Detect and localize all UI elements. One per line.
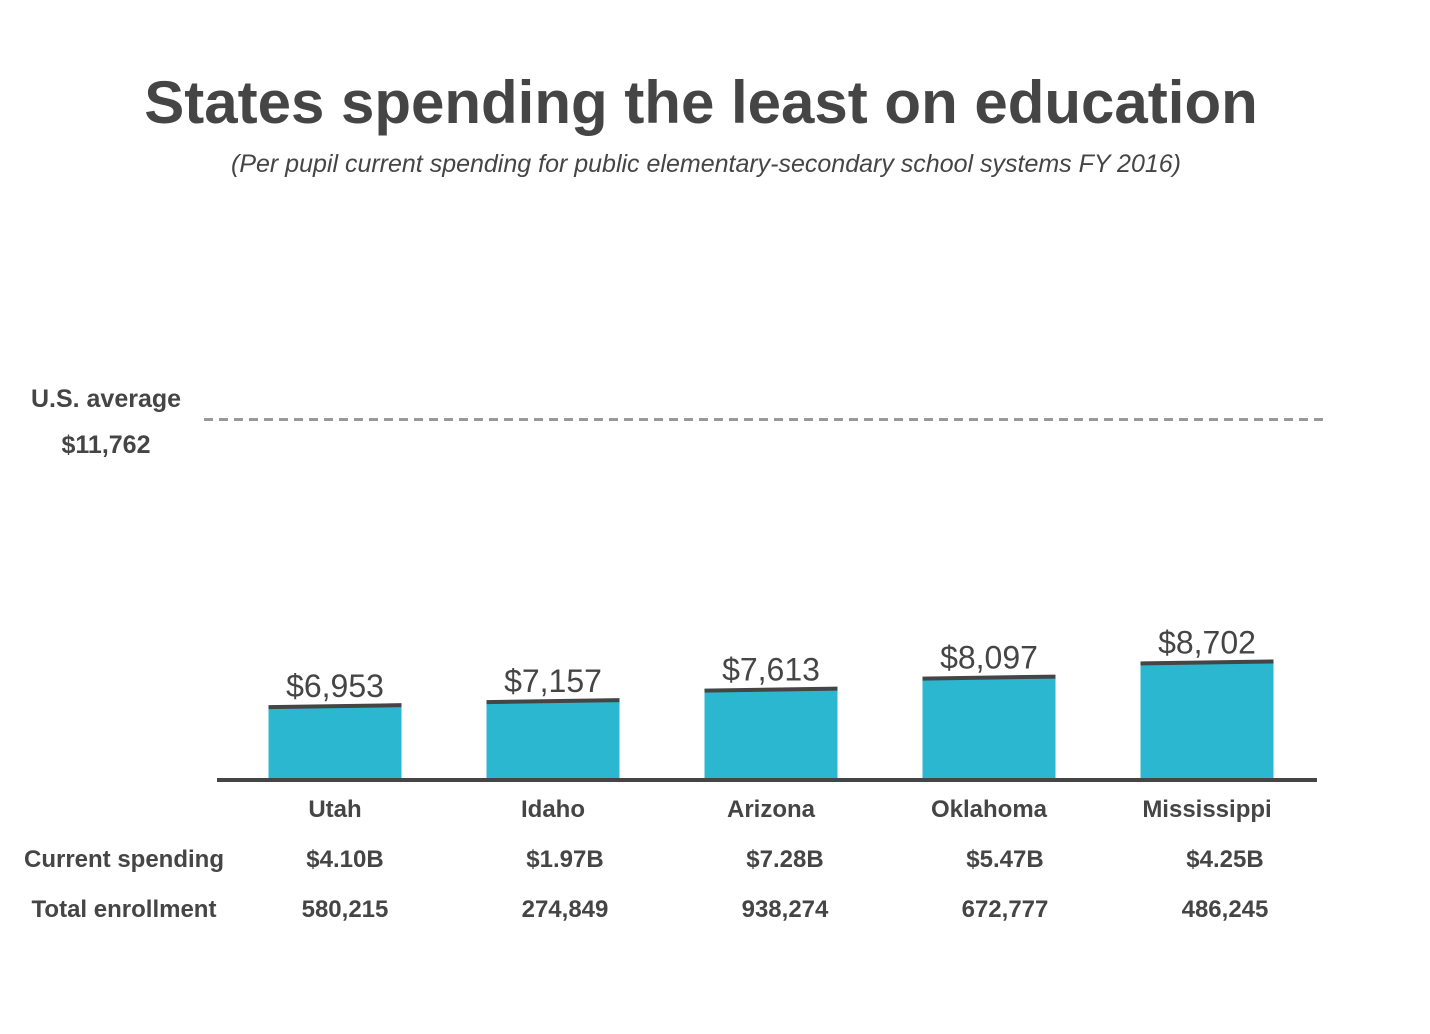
bar-cap-oklahoma	[922, 674, 1056, 681]
bar-cap-idaho	[486, 698, 620, 705]
table-cell-current-spending-mississippi: $4.25B	[1186, 846, 1263, 873]
table-cell-current-spending-utah: $4.10B	[306, 846, 383, 873]
bar-arizona	[704, 689, 838, 780]
category-label-oklahoma: Oklahoma	[931, 796, 1048, 823]
category-label-arizona: Arizona	[727, 796, 816, 823]
category-label-idaho: Idaho	[521, 796, 585, 823]
table-cell-total-enrollment-arizona: 938,274	[742, 896, 829, 923]
chart-subtitle: (Per pupil current spending for public e…	[231, 150, 1181, 178]
category-label-mississippi: Mississippi	[1142, 796, 1271, 823]
table-row-label-enrollment: Total enrollment	[32, 896, 217, 923]
table-cells-group: $4.10B $1.97B $7.28B $5.47B $4.25B 580,215 274…	[302, 846, 1269, 923]
reference-line-label: U.S. average	[31, 385, 181, 413]
bar-oklahoma	[922, 677, 1056, 780]
bar-utah	[268, 706, 402, 780]
bar-idaho	[486, 701, 620, 780]
table-cell-total-enrollment-idaho: 274,849	[522, 896, 609, 923]
bar-value-label-mississippi: $8,702	[1158, 624, 1256, 660]
table-row-label-spending: Current spending	[24, 846, 224, 873]
bar-value-label-oklahoma: $8,097	[940, 640, 1038, 676]
bar-cap-utah	[268, 703, 402, 710]
bar-value-label-utah: $6,953	[286, 668, 384, 704]
chart-title: States spending the least on education	[144, 69, 1258, 136]
category-label-utah: Utah	[308, 796, 361, 823]
reference-line-value: $11,762	[62, 431, 151, 459]
table-cell-current-spending-oklahoma: $5.47B	[966, 846, 1043, 873]
bar-cap-mississippi	[1140, 659, 1274, 666]
table-cell-total-enrollment-utah: 580,215	[302, 896, 389, 923]
table-cell-current-spending-arizona: $7.28B	[746, 846, 823, 873]
bar-mississippi	[1140, 662, 1274, 780]
bars-group: $6,953 Utah $7,157 Idaho $7,613 Arizona $8,097…	[268, 624, 1274, 823]
bar-value-label-idaho: $7,157	[504, 663, 602, 699]
bar-value-label-arizona: $7,613	[722, 652, 820, 688]
table-cell-total-enrollment-oklahoma: 672,777	[962, 896, 1049, 923]
table-cell-current-spending-idaho: $1.97B	[526, 846, 603, 873]
bar-cap-arizona	[704, 686, 838, 693]
table-cell-total-enrollment-mississippi: 486,245	[1182, 896, 1269, 923]
